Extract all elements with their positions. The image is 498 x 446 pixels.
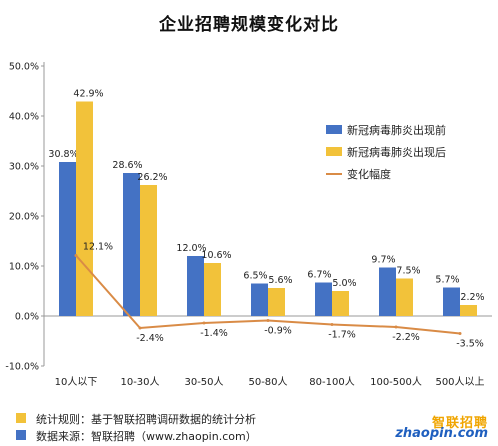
point-change bbox=[330, 323, 334, 326]
brand-name-cn: 智联招聘 bbox=[431, 416, 488, 431]
footnote-rule: 统计规则：基于智联招聘调研数据的统计分析 bbox=[16, 411, 256, 427]
point-change bbox=[266, 319, 270, 322]
bar-after bbox=[268, 288, 285, 316]
point-change bbox=[202, 321, 206, 325]
x-tick-label: 80-100人 bbox=[309, 376, 354, 388]
data-label-after: 42.9% bbox=[73, 89, 103, 100]
data-label-change: 12.1% bbox=[83, 242, 113, 253]
bar-before bbox=[59, 162, 76, 316]
x-tick-label: 10-30人 bbox=[120, 376, 159, 388]
bar-before bbox=[123, 173, 140, 316]
data-label-change: -1.7% bbox=[328, 330, 356, 341]
footnote-source-text: 数据来源：智联招聘（www.zhaopin.com） bbox=[36, 430, 257, 443]
data-label-after: 7.5% bbox=[396, 266, 420, 277]
data-label-change: -3.5% bbox=[456, 339, 484, 350]
data-label-before: 9.7% bbox=[371, 255, 395, 266]
chart-title: 企业招聘规模变化对比 bbox=[159, 15, 339, 35]
bar-before bbox=[379, 267, 396, 316]
data-label-after: 2.2% bbox=[460, 292, 484, 303]
y-tick-label: 30.0% bbox=[9, 162, 39, 173]
y-tick-label: -10.0% bbox=[5, 362, 39, 373]
data-label-after: 10.6% bbox=[201, 250, 231, 261]
footnote-rule-marker bbox=[16, 413, 26, 423]
y-tick-label: 20.0% bbox=[9, 212, 39, 223]
x-tick-label: 100-500人 bbox=[370, 376, 422, 388]
data-label-change: -1.4% bbox=[200, 328, 228, 339]
bar-before bbox=[315, 282, 332, 316]
bar-before bbox=[443, 287, 460, 316]
data-label-after: 5.6% bbox=[268, 275, 292, 286]
y-tick-label: 50.0% bbox=[9, 62, 39, 73]
legend-item-change: 变化幅度 bbox=[326, 166, 391, 182]
bar-after bbox=[332, 291, 349, 316]
data-label-change: -0.9% bbox=[264, 326, 292, 337]
data-label-change: -2.4% bbox=[136, 333, 164, 344]
brand-name-en: zhaopin.com bbox=[395, 426, 488, 441]
data-label-after: 5.0% bbox=[332, 278, 356, 289]
data-label-after: 26.2% bbox=[137, 172, 167, 183]
data-label-change: -2.2% bbox=[392, 332, 420, 343]
footnote-source: 数据来源：智联招聘（www.zhaopin.com） bbox=[16, 428, 257, 444]
x-tick-label: 50-80人 bbox=[248, 376, 287, 388]
x-tick-label: 10人以下 bbox=[55, 376, 98, 388]
y-tick-label: 10.0% bbox=[9, 262, 39, 273]
footnote-rule-text: 统计规则：基于智联招聘调研数据的统计分析 bbox=[36, 413, 256, 426]
data-label-before: 28.6% bbox=[112, 160, 142, 171]
data-label-before: 12.0% bbox=[176, 243, 206, 254]
data-label-before: 6.5% bbox=[243, 271, 267, 282]
legend-swatch-after bbox=[326, 147, 342, 156]
legend-label-after: 新冠病毒肺炎出现后 bbox=[347, 146, 446, 159]
data-label-before: 5.7% bbox=[435, 275, 459, 286]
legend-label-change: 变化幅度 bbox=[347, 168, 391, 181]
data-label-before: 6.7% bbox=[307, 270, 331, 281]
legend-item-after: 新冠病毒肺炎出现后 bbox=[326, 144, 446, 160]
bar-after bbox=[460, 305, 477, 316]
bar-after bbox=[140, 185, 157, 316]
bar-before bbox=[251, 283, 268, 316]
y-tick-label: 40.0% bbox=[9, 112, 39, 123]
bar-after bbox=[396, 278, 413, 316]
x-tick-label: 30-50人 bbox=[184, 376, 223, 388]
legend-swatch-before bbox=[326, 125, 342, 134]
y-tick-label: 0.0% bbox=[15, 312, 39, 323]
point-change bbox=[138, 326, 142, 330]
point-change bbox=[458, 332, 462, 335]
data-label-before: 30.8% bbox=[48, 149, 78, 160]
point-change bbox=[74, 254, 78, 257]
legend-swatch-change bbox=[326, 173, 342, 175]
bar-after bbox=[204, 263, 221, 316]
legend-label-before: 新冠病毒肺炎出现前 bbox=[347, 124, 446, 137]
bar-after bbox=[76, 101, 93, 316]
x-tick-label: 500人以上 bbox=[435, 376, 484, 388]
point-change bbox=[394, 325, 398, 329]
bar-before bbox=[187, 256, 204, 316]
footnote-source-marker bbox=[16, 430, 26, 440]
zhaopin-logo-icon: 智联招聘 zhaopin.com bbox=[390, 412, 490, 442]
legend-item-before: 新冠病毒肺炎出现前 bbox=[326, 122, 446, 138]
